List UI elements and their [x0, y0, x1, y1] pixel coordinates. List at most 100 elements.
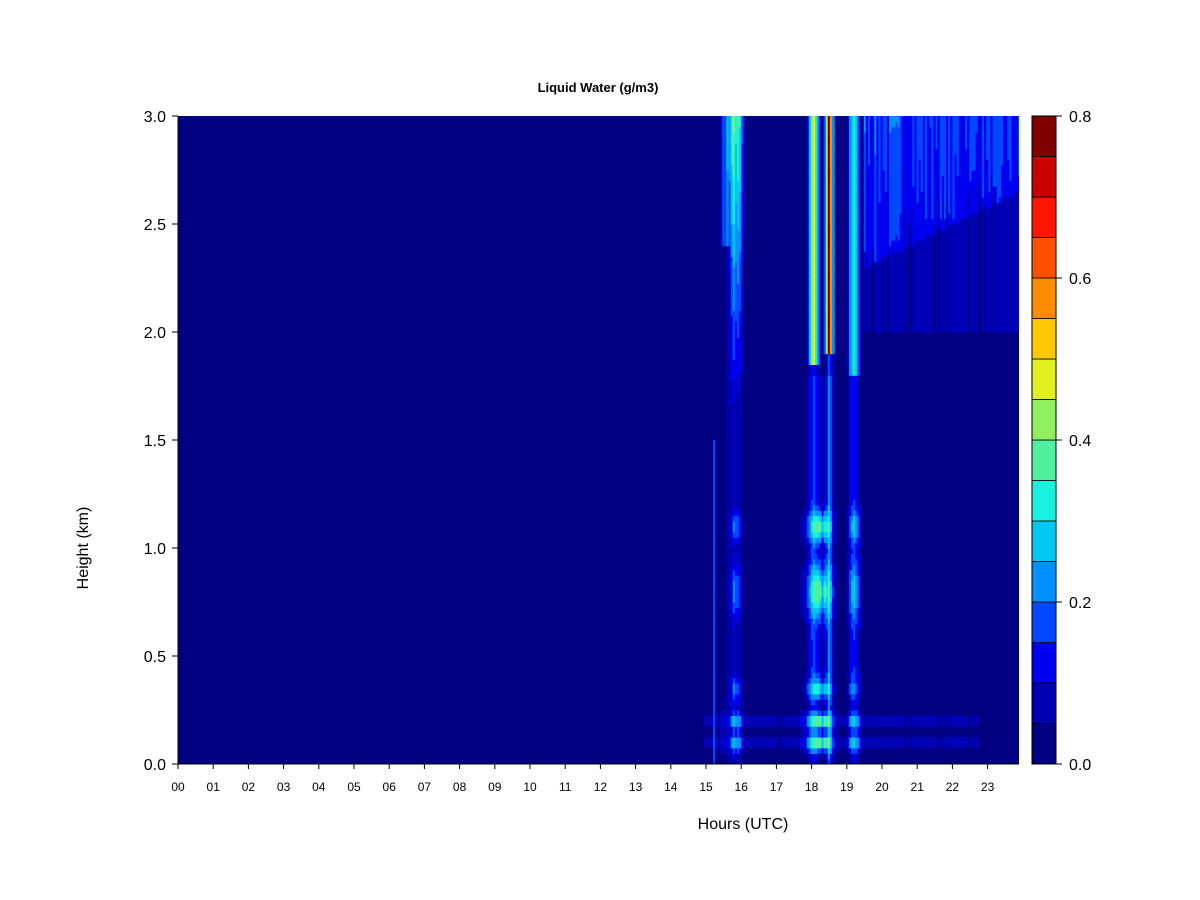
heatmap-cell — [781, 720, 785, 727]
heatmap-cell — [884, 148, 888, 155]
heatmap-cell — [903, 116, 907, 117]
heatmap-cell — [922, 116, 926, 122]
heatmap-cell — [832, 283, 835, 290]
heatmap-cell — [810, 299, 814, 306]
heatmap-cell — [802, 521, 806, 527]
heatmap-cell — [895, 191, 899, 198]
heatmap-cell — [914, 256, 918, 263]
heatmap-cell — [732, 461, 736, 468]
heatmap-cell — [878, 283, 882, 290]
heatmap-cell — [817, 488, 820, 495]
heatmap-cell — [895, 283, 899, 290]
heatmap-cell — [741, 245, 744, 252]
heatmap-cell — [859, 283, 863, 290]
heatmap-cell — [827, 121, 831, 128]
heatmap-cell — [728, 305, 732, 311]
heatmap-cell — [876, 229, 880, 236]
heatmap-cell — [867, 153, 871, 160]
heatmap-cell — [836, 742, 839, 749]
heatmap-cell — [741, 526, 744, 533]
heatmap-cell — [895, 137, 899, 144]
heatmap-cell — [827, 688, 831, 695]
heatmap-cell — [815, 321, 818, 328]
heatmap-cell — [886, 170, 890, 176]
heatmap-cell — [857, 747, 861, 754]
heatmap-cell — [899, 213, 903, 220]
heatmap-cell — [817, 537, 820, 544]
heatmap-cell — [912, 186, 915, 193]
heatmap-cell — [878, 737, 882, 743]
heatmap-cell — [853, 137, 856, 144]
heatmap-cell — [817, 720, 820, 727]
heatmap-cell — [848, 186, 852, 193]
heatmap-cell — [922, 170, 926, 176]
heatmap-cell — [726, 380, 730, 387]
heatmap-cell — [933, 224, 937, 230]
heatmap-cell — [823, 202, 827, 209]
heatmap-cell — [857, 580, 861, 587]
heatmap-cell — [884, 143, 888, 149]
heatmap-cell — [853, 429, 856, 436]
heatmap-cell — [918, 213, 922, 220]
heatmap-cell — [732, 137, 736, 144]
heatmap-cell — [813, 137, 816, 144]
heatmap-cell — [918, 288, 922, 295]
heatmap-cell — [808, 294, 812, 301]
heatmap-cell — [722, 715, 725, 722]
heatmap-cell — [823, 450, 827, 457]
heatmap-cell — [819, 731, 823, 738]
heatmap-cell — [863, 299, 867, 306]
heatmap-cell — [808, 180, 812, 187]
heatmap-cell — [922, 294, 926, 301]
heatmap-cell — [808, 742, 812, 749]
heatmap-cell — [848, 423, 852, 430]
heatmap-cell — [739, 245, 742, 252]
heatmap-cell — [736, 159, 740, 166]
heatmap-cell — [846, 731, 850, 738]
heatmap-cell — [855, 693, 858, 700]
heatmap-cell — [876, 207, 880, 214]
heatmap-cell — [758, 742, 761, 749]
heatmap-cell — [808, 672, 812, 679]
heatmap-cell — [920, 234, 924, 241]
heatmap-cell — [891, 326, 894, 333]
heatmap-cell — [848, 472, 852, 479]
heatmap-cell — [897, 240, 901, 247]
heatmap-cell — [730, 126, 734, 133]
heatmap-cell — [825, 494, 829, 500]
heatmap-cell — [739, 440, 742, 446]
heatmap-cell — [922, 180, 926, 187]
heatmap-cell — [846, 369, 850, 376]
heatmap-cell — [916, 116, 920, 117]
heatmap-cell — [825, 650, 829, 657]
heatmap-cell — [827, 305, 831, 311]
heatmap-cell — [730, 288, 734, 295]
heatmap-cell — [832, 639, 835, 646]
heatmap-cell — [808, 234, 812, 241]
heatmap-cell — [817, 553, 820, 560]
heatmap-cell — [810, 499, 814, 506]
heatmap-cell — [901, 283, 905, 290]
heatmap-cell — [732, 305, 736, 311]
heatmap-cell — [743, 170, 747, 176]
heatmap-cell — [918, 132, 922, 139]
heatmap-cell — [846, 315, 850, 322]
heatmap-cell — [827, 607, 831, 614]
heatmap-cell — [863, 137, 867, 144]
heatmap-cell — [848, 229, 852, 236]
heatmap-cell — [853, 596, 856, 603]
heatmap-cell — [935, 164, 939, 171]
heatmap-cell — [734, 596, 738, 603]
heatmap-cell — [931, 261, 934, 268]
heatmap-cell — [802, 747, 806, 754]
heatmap-cell — [891, 170, 894, 176]
heatmap-cell — [736, 245, 740, 252]
heatmap-cell — [813, 699, 816, 706]
heatmap-cell — [863, 180, 867, 187]
heatmap-cell — [916, 305, 920, 311]
heatmap-cell — [933, 715, 937, 722]
heatmap-cell — [730, 261, 734, 268]
heatmap-cell — [931, 229, 934, 236]
heatmap-cell — [760, 715, 763, 722]
heatmap-cell — [726, 688, 730, 695]
